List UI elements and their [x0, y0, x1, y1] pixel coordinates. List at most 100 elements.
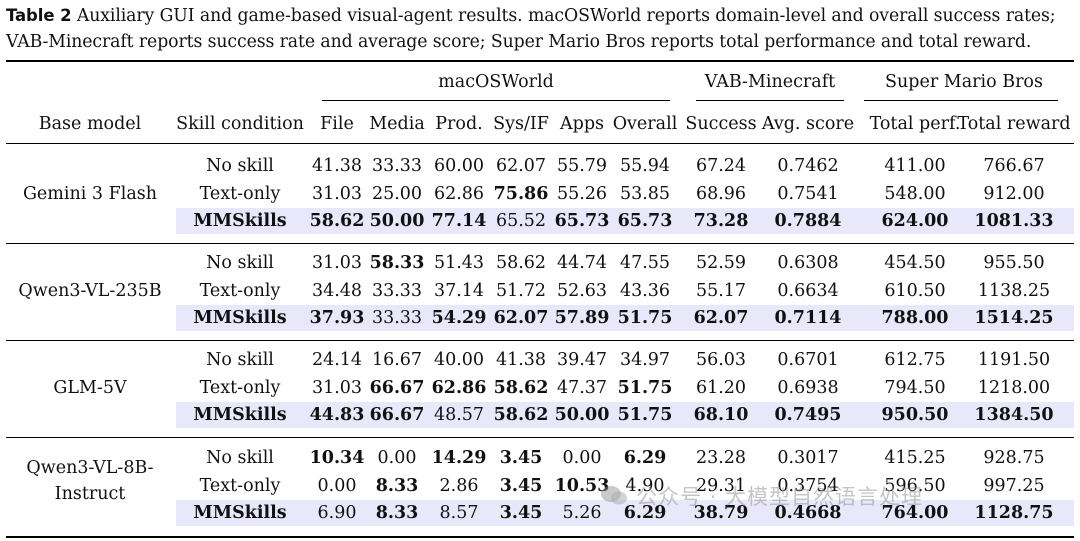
table-cell: 6.29: [623, 503, 667, 524]
table-cell: 55.26: [556, 183, 608, 204]
table-cell: 0.6938: [777, 377, 839, 398]
table-cell: 75.86: [493, 183, 549, 204]
table-cell: 40.00: [433, 350, 485, 370]
group-header: Super Mario Bros: [885, 72, 1043, 92]
table-cell: 50.00: [369, 211, 425, 232]
mmskills-row-highlight: [176, 208, 1074, 235]
table-cell: 0.7495: [774, 405, 842, 426]
table-cell: 950.50: [881, 405, 949, 426]
table-cell: 764.00: [881, 503, 949, 524]
table-cell: 1514.25: [974, 308, 1054, 329]
watermark-text: 公众号 · 大模型自然语言处理: [636, 485, 924, 509]
table-cell: 52.59: [695, 253, 747, 273]
table-cell: 62.86: [433, 183, 485, 204]
wechat-icon: [601, 486, 627, 505]
skill-condition: MMSkills: [193, 405, 287, 426]
table-cell: 48.57: [433, 405, 485, 426]
skill-condition: Text-only: [199, 183, 281, 204]
table-cell: 34.97: [619, 350, 671, 370]
table-cell: 66.67: [369, 377, 425, 398]
model-name: Gemini 3 Flash: [22, 183, 158, 204]
table-cell: 33.33: [371, 308, 423, 329]
column-header: Prod.: [435, 114, 483, 134]
table-cell: 612.75: [884, 350, 946, 370]
table-cell: 0.4668: [774, 503, 842, 524]
caption-label: Table 2: [6, 6, 72, 25]
column-header: Sys/IF: [493, 114, 549, 134]
table-cell: 1191.50: [977, 350, 1051, 370]
table-caption: Table 2 Auxiliary GUI and game-based vis…: [6, 3, 1074, 55]
skill-condition: No skill: [206, 253, 274, 273]
table-cell: 8.33: [375, 475, 419, 496]
table-cell: 58.62: [495, 253, 547, 273]
table-cell: 65.73: [554, 211, 610, 232]
table-cell: 62.86: [431, 377, 487, 398]
column-header: Media: [369, 114, 425, 134]
table-cell: 58.62: [493, 405, 549, 426]
table-cell: 0.3754: [777, 475, 839, 496]
table-cell: 548.00: [884, 183, 946, 204]
table-cell: 58.33: [369, 253, 425, 273]
table-cell: 0.00: [377, 448, 417, 468]
table-cell: 47.37: [556, 377, 608, 398]
table-cell: 3.45: [499, 475, 543, 496]
skill-condition: Text-only: [199, 475, 281, 496]
skill-condition: Text-only: [199, 280, 281, 301]
table-cell: 65.73: [617, 211, 673, 232]
table-cell: 596.50: [884, 475, 946, 496]
table-cell: 47.55: [619, 253, 671, 273]
caption-text: Auxiliary GUI and game-based visual-agen…: [6, 6, 1056, 52]
group-separator-rule: [6, 437, 1074, 439]
table-cell: 0.7462: [777, 156, 839, 176]
column-header: Total reward: [957, 114, 1071, 134]
table-cell: 454.50: [884, 253, 946, 273]
skill-condition: MMSkills: [193, 308, 287, 329]
table-cell: 62.07: [693, 308, 749, 329]
table-cell: 68.96: [695, 183, 747, 204]
model-name: Qwen3-VL-8B-: [26, 458, 154, 478]
table-cell: 16.67: [371, 350, 423, 370]
table-cell: 44.83: [309, 405, 365, 426]
table-cell: 0.3017: [777, 448, 839, 468]
table-cell: 23.28: [695, 448, 747, 468]
header-rule: [6, 143, 1074, 144]
table-cell: 411.00: [884, 156, 946, 176]
table-cell: 38.79: [693, 503, 749, 524]
table-cell: 1138.25: [977, 280, 1051, 301]
table-cell: 66.67: [369, 405, 425, 426]
table-cell: 73.28: [693, 211, 749, 232]
skill-condition: No skill: [206, 156, 274, 176]
table-cell: 44.74: [556, 253, 608, 273]
table-cell: 51.75: [617, 405, 673, 426]
table-cell: 55.94: [619, 156, 671, 176]
table-cell: 912.00: [983, 183, 1045, 204]
table-cell: 10.34: [309, 448, 365, 468]
table-cell: 1128.75: [974, 503, 1054, 524]
table-cell: 68.10: [693, 405, 749, 426]
table-cell: 65.52: [495, 211, 547, 232]
table-cell: 10.53: [554, 475, 610, 496]
table-cell: 56.03: [695, 350, 747, 370]
table-cell: 997.25: [983, 475, 1045, 496]
bottom-rule: [6, 536, 1074, 538]
table-cell: 766.67: [983, 156, 1045, 176]
table-cell: 6.29: [623, 448, 667, 468]
group-header: VAB-Minecraft: [704, 72, 836, 92]
table-cell: 1218.00: [977, 377, 1051, 398]
table-cell: 0.00: [562, 448, 602, 468]
table-cell: 24.14: [311, 350, 363, 370]
column-header: Apps: [559, 114, 605, 134]
table-cell: 928.75: [983, 448, 1045, 468]
table-cell: 25.00: [371, 183, 423, 204]
table-cell: 43.36: [619, 280, 671, 301]
column-header: Avg. score: [761, 114, 855, 134]
table-cell: 61.20: [695, 377, 747, 398]
table-cell: 794.50: [884, 377, 946, 398]
table-cell: 37.14: [433, 280, 485, 301]
table-cell: 0.6634: [777, 280, 839, 301]
group-separator-rule: [6, 243, 1074, 245]
table-cell: 57.89: [554, 308, 610, 329]
table-cell: 624.00: [881, 211, 949, 232]
table-cell: 788.00: [881, 308, 949, 329]
column-header: Total perf.: [869, 114, 961, 134]
